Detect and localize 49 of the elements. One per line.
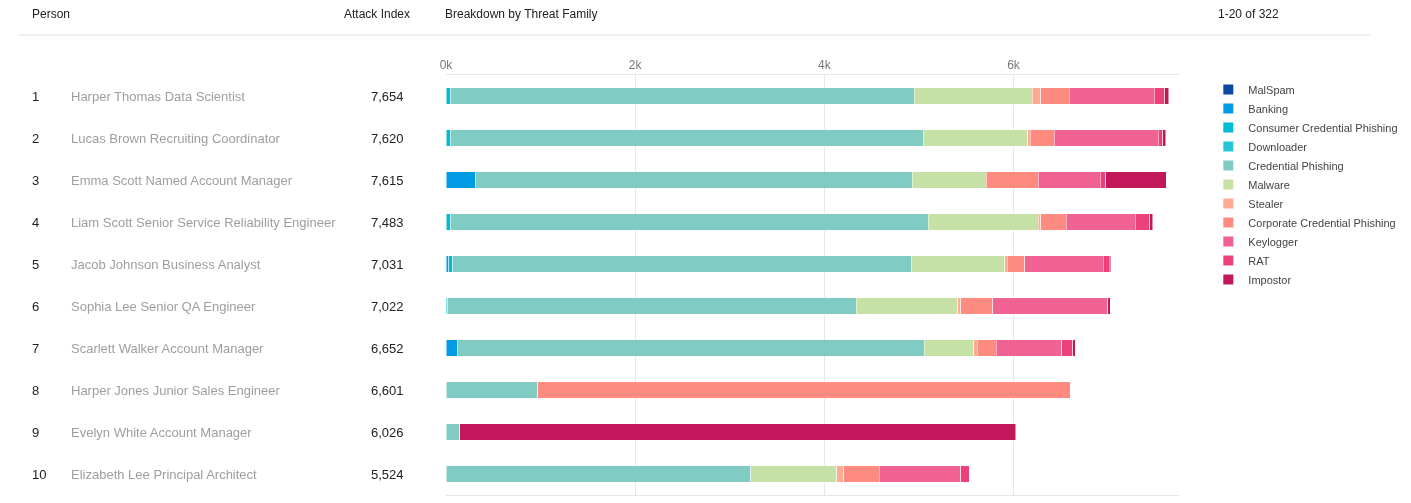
legend-label: Stealer — [1248, 197, 1284, 210]
text: 7,615 — [371, 173, 404, 188]
text: 6 — [32, 299, 40, 314]
legend-label: Impostor — [1248, 273, 1292, 286]
x-tick-label: 2k — [628, 58, 643, 73]
legend-label: Credential Phishing — [1248, 159, 1344, 172]
y-tick-label: Jacob Johnson Business Analyst — [71, 257, 261, 272]
y-tick-label: Elizabeth Lee Principal Architect — [71, 467, 258, 482]
text: 1-20 of 322 — [1218, 7, 1280, 21]
text: 8 — [32, 383, 40, 398]
legend-label: Corporate Credential Phishing — [1248, 216, 1396, 229]
legend-label: Keylogger — [1248, 235, 1299, 248]
text: 7,620 — [371, 131, 404, 146]
text: 5 — [32, 257, 40, 272]
text: 7,654 — [371, 89, 404, 104]
y-tick-label: Harper Thomas Data Scientist — [71, 89, 246, 104]
text: 4 — [32, 215, 40, 230]
text: 7,031 — [371, 257, 404, 272]
text: 6,026 — [371, 425, 404, 440]
legend-label: Downloader — [1248, 140, 1308, 153]
y-tick-label: Emma Scott Named Account Manager — [71, 173, 293, 188]
x-tick-label: 4k — [817, 58, 832, 73]
y-tick-label: Harper Jones Junior Sales Engineer — [71, 383, 281, 398]
text: 7 — [32, 341, 40, 356]
y-tick-label: Sophia Lee Senior QA Engineer — [71, 299, 256, 314]
text: 5,524 — [371, 467, 404, 482]
legend-label: MalSpam — [1248, 83, 1295, 96]
text: Attack Index — [344, 7, 411, 21]
text: 7,483 — [371, 215, 404, 230]
y-tick-label: Evelyn White Account Manager — [71, 425, 253, 440]
y-tick-label: Liam Scott Senior Service Reliability Engineer — [71, 215, 337, 230]
y-tick-label: Scarlett Walker Account Manager — [71, 341, 265, 356]
text: 9 — [32, 425, 40, 440]
text: Person — [32, 7, 71, 21]
text: 6,601 — [371, 383, 404, 398]
text: 3 — [32, 173, 40, 188]
legend-label: RAT — [1248, 254, 1270, 267]
text: 10 — [32, 467, 47, 482]
chart-title: Breakdown by Threat Family — [445, 7, 598, 21]
x-tick-label: 0k — [439, 58, 454, 73]
legend-label: Malware — [1248, 178, 1290, 191]
text: 7,022 — [371, 299, 404, 314]
legend-label: Consumer Credential Phishing — [1248, 121, 1398, 134]
text: 6,652 — [371, 341, 404, 356]
text: 1 — [32, 89, 40, 104]
legend-label: Banking — [1248, 102, 1289, 115]
x-tick-label: 6k — [1007, 58, 1021, 73]
y-tick-label: Lucas Brown Recruiting Coordinator — [71, 131, 281, 146]
text: 2 — [32, 131, 40, 146]
